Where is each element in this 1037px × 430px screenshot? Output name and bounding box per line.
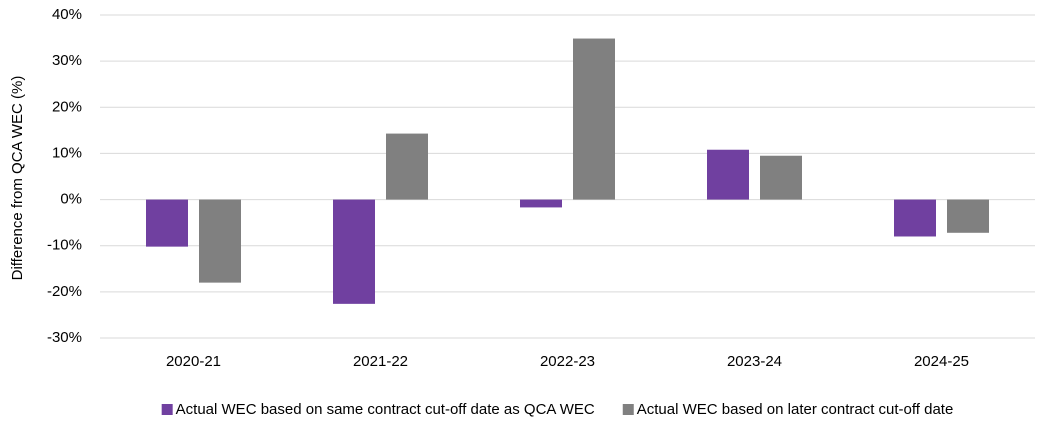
y-tick-label: -30%: [47, 329, 82, 346]
legend-label: Actual WEC based on same contract cut-of…: [176, 401, 595, 418]
bar: [386, 133, 428, 200]
bar: [947, 199, 989, 233]
bar: [573, 38, 615, 200]
bar: [333, 199, 375, 304]
legend-swatch: [161, 404, 173, 415]
x-tick-label: 2020-21: [166, 353, 221, 370]
y-tick-label: -20%: [47, 283, 82, 300]
y-tick-label: 40%: [52, 6, 82, 23]
bar: [894, 199, 936, 237]
legend-swatch: [622, 404, 634, 415]
bar: [760, 155, 802, 200]
y-tick-label: 20%: [52, 98, 82, 115]
y-tick-label: 10%: [52, 144, 82, 161]
x-tick-label: 2024-25: [914, 353, 969, 370]
legend-label: Actual WEC based on later contract cut-o…: [637, 401, 954, 418]
y-tick-label: 0%: [60, 191, 82, 208]
bar: [520, 199, 562, 208]
bar: [707, 149, 749, 200]
y-axis-label: Difference from QCA WEC (%): [9, 76, 26, 281]
bar: [199, 199, 241, 283]
x-tick-label: 2022-23: [540, 353, 595, 370]
y-tick-label: -10%: [47, 237, 82, 254]
bar: [146, 199, 188, 247]
y-tick-label: 30%: [52, 52, 82, 69]
x-tick-label: 2023-24: [727, 353, 782, 370]
x-tick-label: 2021-22: [353, 353, 408, 370]
